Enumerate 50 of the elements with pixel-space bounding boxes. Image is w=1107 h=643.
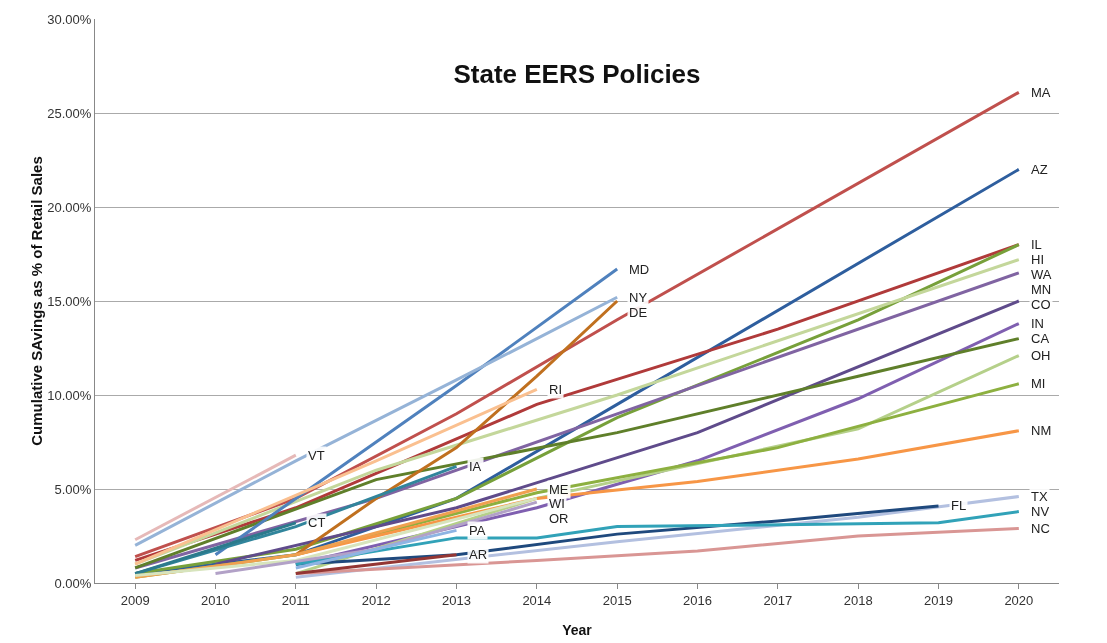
x-tick-label: 2010 — [201, 592, 230, 608]
series-label: IL — [1031, 237, 1042, 252]
y-tick-label: 0.00% — [54, 575, 92, 591]
series-label: IA — [469, 459, 482, 474]
y-axis-title: Cumulative SAvings as % of Retail Sales — [28, 156, 46, 446]
x-tick-label: 2017 — [763, 592, 793, 608]
x-tick-label: 2009 — [120, 592, 150, 608]
x-axis-title: Year — [562, 622, 593, 638]
series-label: NV — [1031, 504, 1050, 519]
series-label: NC — [1031, 521, 1050, 536]
series-label: NY — [629, 290, 648, 305]
x-tick-label: 2020 — [1004, 592, 1034, 608]
y-tick-label: 5.00% — [54, 481, 92, 497]
series-label: CT — [308, 515, 326, 530]
x-tick-label: 2016 — [683, 592, 712, 608]
series-label: AZ — [1031, 162, 1048, 177]
series-label: CO — [1031, 297, 1051, 312]
y-tick-label: 30.00% — [47, 11, 92, 27]
series-label: NM — [1031, 423, 1052, 438]
series-label: RI — [549, 382, 562, 397]
series-label: ME — [549, 482, 569, 497]
series-label: CA — [1031, 331, 1050, 346]
series-label: DE — [629, 305, 648, 320]
x-tick-label: 2012 — [361, 592, 391, 608]
series-label: MI — [1031, 376, 1046, 391]
text: State EERS Policies — [453, 58, 701, 89]
series-label: TX — [1031, 489, 1048, 504]
series-label: OR — [549, 511, 569, 526]
series-label: OH — [1031, 348, 1051, 363]
x-tick-label: 2015 — [602, 592, 632, 608]
x-tick-label: 2018 — [843, 592, 873, 608]
y-tick-label: 15.00% — [47, 293, 92, 309]
series-label: PA — [469, 523, 486, 538]
y-tick-label: 25.00% — [47, 105, 92, 121]
series-label: MD — [629, 262, 650, 277]
series-label: HI — [1031, 252, 1044, 267]
series-label: FL — [951, 498, 967, 513]
x-tick-label: 2013 — [442, 592, 471, 608]
y-tick-label: 20.00% — [47, 199, 92, 215]
y-tick-label: 10.00% — [47, 387, 92, 403]
series-label: IN — [1031, 316, 1044, 331]
x-tick-label: 2019 — [924, 592, 953, 608]
series-label: MA — [1031, 85, 1051, 100]
x-tick-label: 2011 — [281, 592, 310, 608]
series-label: WI — [549, 496, 565, 511]
series-label: MN — [1031, 282, 1052, 297]
series-label: AR — [469, 547, 488, 562]
series-label: WA — [1031, 267, 1052, 282]
series-label: VT — [308, 448, 325, 463]
x-tick-label: 2014 — [522, 592, 552, 608]
